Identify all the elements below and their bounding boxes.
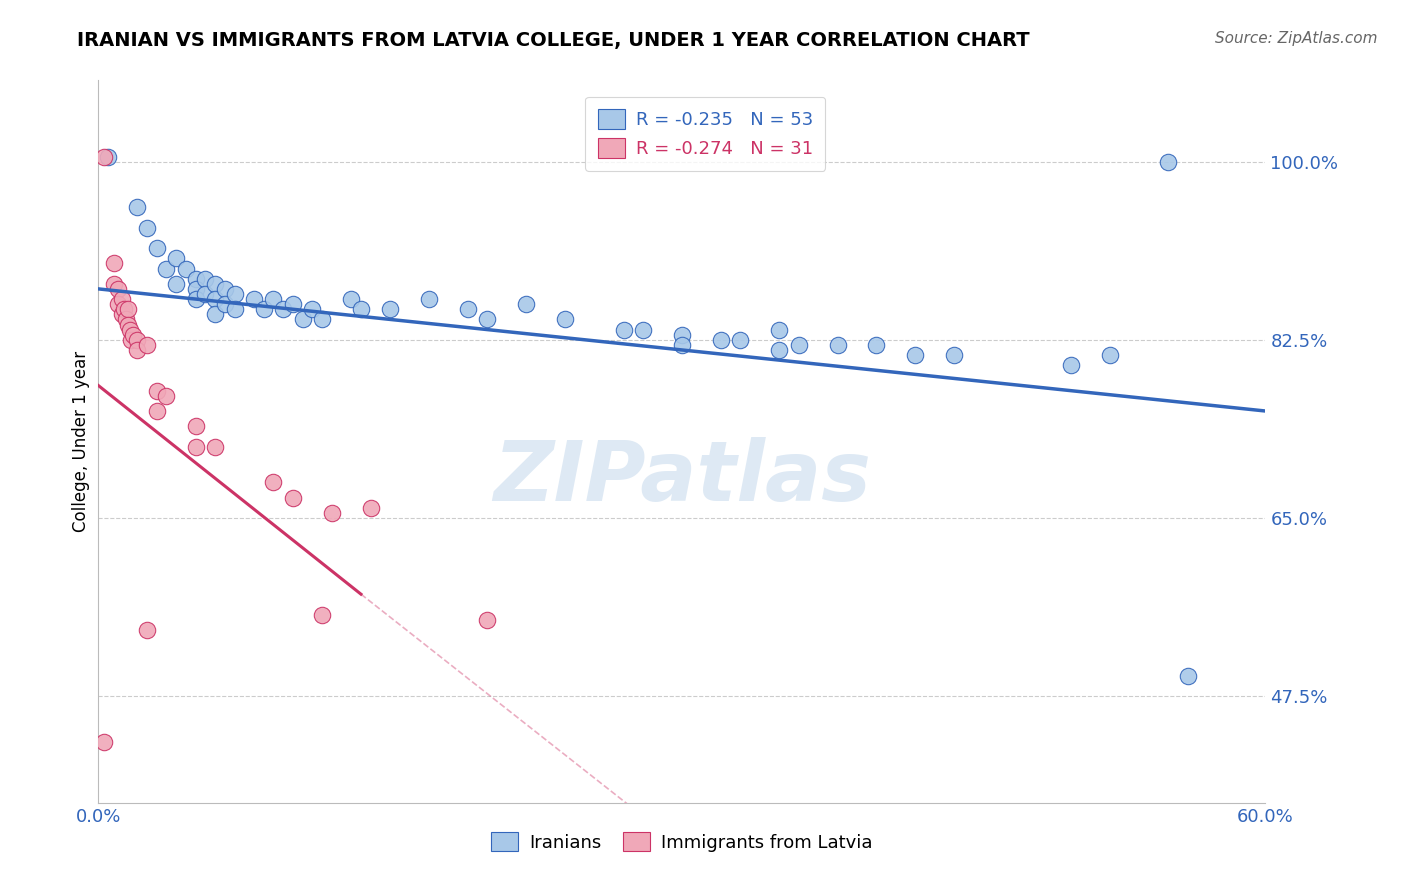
Point: [107, 282, 129, 296]
Point: [271, 302, 294, 317]
Point: [477, 312, 499, 326]
Text: IRANIAN VS IMMIGRANTS FROM LATVIA COLLEGE, UNDER 1 YEAR CORRELATION CHART: IRANIAN VS IMMIGRANTS FROM LATVIA COLLEG…: [77, 31, 1031, 50]
Point: [671, 338, 693, 352]
Point: [146, 404, 169, 418]
Point: [118, 323, 141, 337]
Point: [1060, 358, 1083, 372]
Point: [117, 302, 139, 317]
Point: [93, 150, 115, 164]
Point: [321, 506, 343, 520]
Point: [380, 302, 402, 317]
Point: [418, 292, 440, 306]
Point: [184, 419, 207, 434]
Point: [865, 338, 887, 352]
Legend: Iranians, Immigrants from Latvia: Iranians, Immigrants from Latvia: [484, 824, 880, 859]
Point: [253, 302, 276, 317]
Point: [631, 323, 654, 337]
Text: Source: ZipAtlas.com: Source: ZipAtlas.com: [1215, 31, 1378, 46]
Y-axis label: College, Under 1 year: College, Under 1 year: [72, 351, 90, 533]
Point: [827, 338, 849, 352]
Point: [340, 292, 363, 306]
Point: [194, 287, 217, 301]
Point: [291, 312, 314, 326]
Point: [1177, 668, 1199, 682]
Point: [155, 261, 177, 276]
Point: [121, 333, 143, 347]
Point: [360, 500, 382, 515]
Point: [710, 333, 733, 347]
Point: [204, 292, 226, 306]
Point: [350, 302, 373, 317]
Point: [184, 292, 207, 306]
Point: [97, 150, 120, 164]
Point: [1098, 348, 1121, 362]
Point: [127, 333, 149, 347]
Point: [107, 297, 129, 311]
Text: ZIPatlas: ZIPatlas: [494, 437, 870, 518]
Point: [787, 338, 810, 352]
Point: [281, 297, 304, 311]
Point: [112, 302, 135, 317]
Point: [174, 261, 197, 276]
Point: [103, 256, 125, 270]
Point: [311, 312, 333, 326]
Point: [301, 302, 323, 317]
Point: [554, 312, 576, 326]
Point: [194, 271, 217, 285]
Point: [136, 623, 159, 637]
Point: [262, 292, 284, 306]
Point: [114, 312, 136, 326]
Point: [224, 287, 246, 301]
Point: [117, 318, 139, 332]
Point: [904, 348, 927, 362]
Point: [127, 201, 149, 215]
Point: [671, 327, 693, 342]
Point: [155, 389, 177, 403]
Point: [136, 220, 159, 235]
Point: [243, 292, 266, 306]
Point: [103, 277, 125, 291]
Point: [768, 343, 790, 357]
Point: [262, 475, 284, 490]
Point: [111, 307, 134, 321]
Point: [1157, 154, 1180, 169]
Point: [165, 277, 187, 291]
Point: [204, 307, 226, 321]
Point: [204, 277, 226, 291]
Point: [214, 282, 236, 296]
Point: [613, 323, 636, 337]
Point: [111, 292, 134, 306]
Point: [457, 302, 479, 317]
Point: [184, 440, 207, 454]
Point: [224, 302, 246, 317]
Point: [281, 491, 304, 505]
Point: [136, 338, 159, 352]
Point: [515, 297, 537, 311]
Point: [204, 440, 226, 454]
Point: [943, 348, 966, 362]
Point: [127, 343, 149, 357]
Point: [165, 252, 187, 266]
Point: [184, 282, 207, 296]
Point: [477, 613, 499, 627]
Point: [184, 271, 207, 285]
Point: [146, 241, 169, 255]
Point: [146, 384, 169, 398]
Point: [214, 297, 236, 311]
Point: [768, 323, 790, 337]
Point: [311, 607, 333, 622]
Point: [730, 333, 752, 347]
Point: [122, 327, 145, 342]
Point: [93, 735, 115, 749]
